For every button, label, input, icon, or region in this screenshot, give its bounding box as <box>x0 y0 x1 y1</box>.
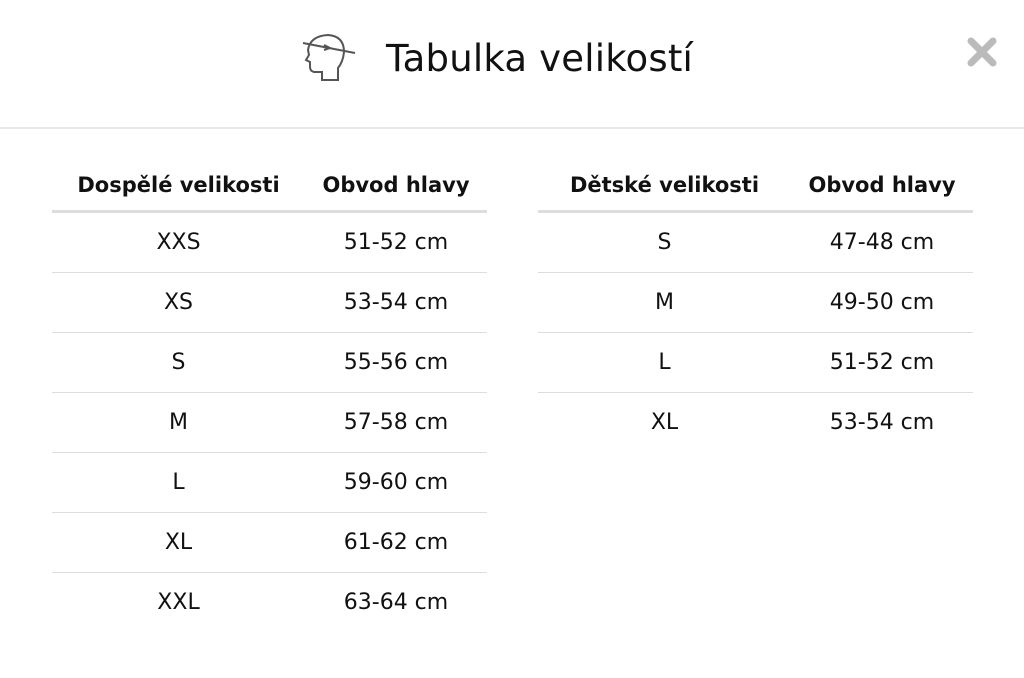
close-icon[interactable] <box>966 36 998 68</box>
table-row: S 55-56 cm <box>52 332 487 393</box>
column-header: Dětské velikosti <box>538 160 791 213</box>
table-row: XXL 63-64 cm <box>52 573 487 633</box>
table-row: M 49-50 cm <box>538 272 973 333</box>
size-cell: S <box>52 332 305 393</box>
circumference-cell: 53-54 cm <box>829 410 935 435</box>
column-header: Obvod hlavy <box>305 160 487 213</box>
circumference-cell: 47-48 cm <box>791 211 973 273</box>
size-cell: XXL <box>157 590 200 615</box>
table-row: S 47-48 cm <box>538 211 973 273</box>
modal-header: Tabulka velikostí <box>0 0 1024 129</box>
size-cell: M <box>52 392 305 453</box>
table-row: L 59-60 cm <box>52 452 487 513</box>
table-row: M 57-58 cm <box>52 392 487 453</box>
size-cell: M <box>538 272 791 333</box>
column-header: Obvod hlavy <box>791 160 973 213</box>
modal-title: Tabulka velikostí <box>386 36 694 80</box>
table-row: L 51-52 cm <box>538 332 973 393</box>
table-row: XL 53-54 cm <box>538 393 973 453</box>
table-row: XS 53-54 cm <box>52 272 487 333</box>
head-measure-icon <box>302 33 356 81</box>
circumference-cell: 55-56 cm <box>305 332 487 393</box>
circumference-cell: 53-54 cm <box>305 272 487 333</box>
size-cell: L <box>538 332 791 393</box>
table-row: XXS 51-52 cm <box>52 211 487 273</box>
kids-size-table: Dětské velikosti Obvod hlavy S 47-48 cm M 4… <box>538 160 973 452</box>
size-cell: XL <box>52 512 305 573</box>
size-cell: XL <box>650 410 679 435</box>
circumference-cell: 51-52 cm <box>305 211 487 273</box>
size-cell: XXS <box>52 211 305 273</box>
circumference-cell: 59-60 cm <box>305 452 487 513</box>
size-cell: L <box>52 452 305 513</box>
circumference-cell: 61-62 cm <box>305 512 487 573</box>
size-cell: XS <box>52 272 305 333</box>
column-header: Dospělé velikosti <box>52 160 305 213</box>
adult-size-table: Dospělé velikosti Obvod hlavy XXS 51-52 c… <box>52 160 487 632</box>
size-cell: S <box>538 211 791 273</box>
circumference-cell: 49-50 cm <box>791 272 973 333</box>
circumference-cell: 51-52 cm <box>791 332 973 393</box>
circumference-cell: 57-58 cm <box>305 392 487 453</box>
circumference-cell: 63-64 cm <box>343 590 449 615</box>
table-row: XL 61-62 cm <box>52 512 487 573</box>
